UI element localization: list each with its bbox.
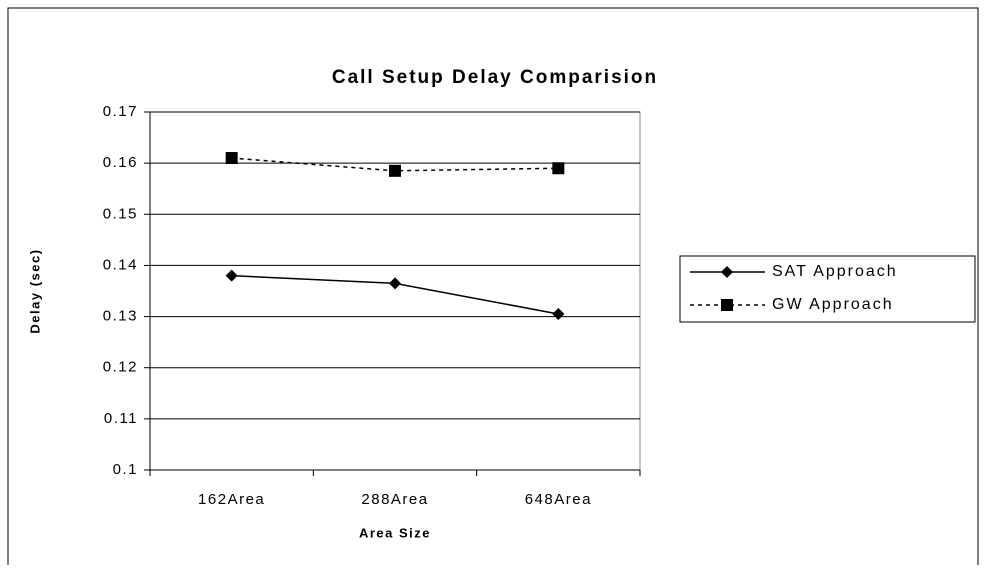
marker — [721, 299, 733, 311]
y-tick-label: 0.13 — [103, 308, 138, 325]
chart-title: Call Setup Delay Comparision — [332, 67, 658, 88]
y-tick-label: 0.14 — [103, 256, 138, 273]
x-tick-label: 288Area — [361, 491, 428, 508]
x-axis-title: Area Size — [359, 525, 431, 540]
marker — [225, 269, 238, 282]
y-tick-label: 0.12 — [103, 359, 138, 376]
marker — [389, 164, 401, 177]
chart-border — [7, 7, 979, 565]
marker — [225, 152, 238, 165]
y-tick-label: 0.11 — [104, 410, 138, 427]
y-tick-label: 0.17 — [103, 103, 138, 120]
x-tick-label: 162Area — [198, 491, 265, 508]
marker — [721, 266, 733, 278]
x-tick-label: 648Area — [525, 491, 592, 508]
legend-label: SAT Approach — [772, 263, 898, 280]
y-axis-title: Delay (sec) — [27, 248, 42, 333]
y-tick-label: 0.1 — [113, 461, 138, 478]
y-tick-label: 0.16 — [103, 154, 138, 171]
legend-label: GW Approach — [772, 296, 894, 313]
marker — [389, 277, 401, 290]
marker — [552, 162, 565, 175]
y-tick-label: 0.15 — [103, 205, 138, 222]
marker — [552, 308, 565, 321]
